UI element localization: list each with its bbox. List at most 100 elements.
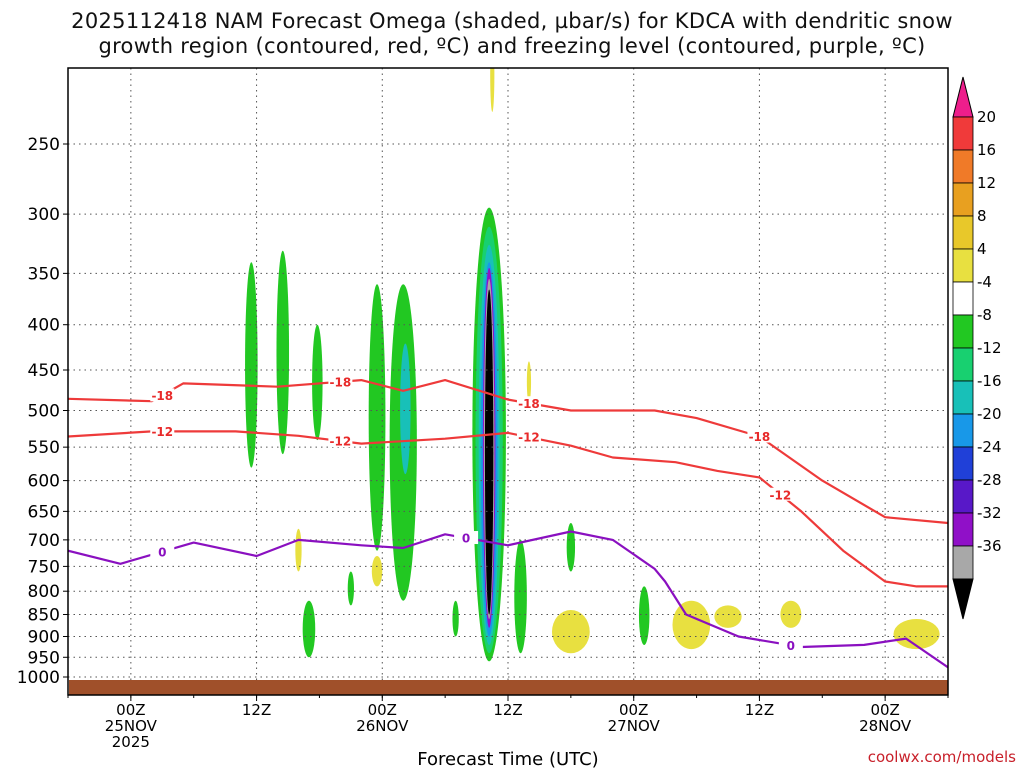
freezing-level-label-bg [150, 544, 175, 558]
pressure-tick-label: 800 [28, 582, 60, 602]
colorbar-swatch [952, 479, 974, 514]
dgz-minus18-contour [68, 379, 948, 525]
dgz-minus12-label: -12 [330, 435, 352, 449]
time-tick-label: 26NOV [356, 717, 409, 735]
colorbar-label: -24 [977, 438, 1002, 456]
omega-area [780, 600, 802, 628]
colorbar-label: 20 [977, 108, 996, 126]
omega-area [526, 361, 532, 403]
freezing-level-label: 0 [462, 532, 470, 546]
colorbar-label: -8 [977, 306, 992, 324]
dgz-minus18-label-bg [747, 429, 772, 443]
colorbar-swatch [952, 149, 974, 184]
dgz-minus12-label: -12 [518, 431, 540, 445]
omega-area [893, 619, 940, 650]
time-tick-label: 27NOV [608, 717, 661, 735]
colorbar-label: -16 [977, 372, 1002, 390]
colorbar-label: 8 [977, 207, 987, 225]
time-tick-label: 28NOV [859, 717, 912, 735]
colorbar-swatch [952, 116, 974, 151]
colorbar-label: -36 [977, 537, 1002, 555]
pressure-tick-label: 750 [28, 557, 60, 577]
pressure-tick-label: 900 [28, 627, 60, 647]
pressure-tick-label: 700 [28, 531, 60, 551]
colorbar-swatch [952, 215, 974, 250]
colorbar-label: 12 [977, 174, 996, 192]
colorbar-swatch [952, 248, 974, 283]
dgz-minus12-label: -12 [151, 425, 173, 439]
omega-area [368, 284, 386, 551]
omega-area [514, 539, 527, 654]
freezing-level-label-bg [778, 638, 803, 652]
omega-area [245, 262, 258, 468]
dgz-minus12-label: -12 [770, 488, 792, 502]
pressure-tick-label: 450 [28, 361, 60, 381]
time-tick-label: 00Z [870, 701, 899, 719]
colorbar-bottom-arrow [952, 578, 974, 620]
pressure-tick-label: 550 [28, 438, 60, 458]
omega-area [312, 324, 323, 441]
omega-area [400, 343, 411, 475]
colorbar-swatch [952, 380, 974, 415]
time-tick-label: 12Z [493, 701, 522, 719]
time-tick-label: 25NOV [105, 717, 158, 735]
dgz-minus12-label-bg [328, 434, 353, 448]
x-axis-title: Forecast Time (UTC) [417, 749, 598, 768]
credit-text[interactable]: coolwx.com/models [868, 748, 1016, 766]
freezing-level-label-bg [454, 531, 479, 545]
omega-area [371, 556, 383, 587]
colorbar-swatch [952, 545, 974, 580]
pressure-tick-label: 1000 [17, 668, 60, 688]
pressure-tick-label: 650 [28, 502, 60, 522]
colorbar-label: 16 [977, 141, 996, 159]
dgz-minus12-label-bg [150, 424, 175, 438]
omega-area [714, 605, 742, 628]
pressure-tick-label: 350 [28, 264, 60, 284]
colorbar-label: -32 [977, 504, 1002, 522]
freezing-level-label: 0 [787, 639, 795, 653]
dgz-minus12-label-bg [768, 487, 793, 501]
colorbar-label: 4 [977, 240, 987, 258]
omega-area [347, 571, 354, 606]
colorbar-swatch [952, 314, 974, 349]
time-tick-label: 00Z [619, 701, 648, 719]
dgz-minus18-label: -18 [749, 430, 771, 444]
colorbar-swatch [952, 413, 974, 448]
omega-area [276, 250, 290, 455]
time-tick-label: 2025 [112, 733, 150, 751]
omega-area [490, 68, 495, 112]
colorbar-label: -28 [977, 471, 1002, 489]
time-tick-label: 12Z [745, 701, 774, 719]
dgz-minus12-label-bg [516, 430, 541, 444]
time-tick-label: 00Z [368, 701, 397, 719]
dgz-minus18-label-bg [328, 374, 353, 388]
omega-area [452, 600, 459, 637]
terrain-ground [69, 680, 948, 695]
contours: -18 -18 -18 -18 -12 -12 -12 -12 0 0 0 [68, 374, 948, 669]
dgz-minus12-contour [68, 430, 948, 588]
pressure-tick-label: 600 [28, 472, 60, 492]
pressure-tick-label: 950 [28, 648, 60, 668]
pressure-axis: 2503003504004505005506006507007508008509… [17, 135, 68, 688]
omega-area [552, 609, 590, 654]
omega-area [295, 528, 302, 572]
omega-colorbar: 20 16 12 8 4 -4 -8 -12 -16 -20 -24 -28 -32 -36 [952, 76, 1002, 620]
colorbar-swatch [952, 347, 974, 382]
chart-title-line-2: growth region (contoured, red, ºC) and f… [98, 34, 926, 58]
time-tick-label: 00Z [116, 701, 145, 719]
dgz-minus18-label: -18 [330, 375, 352, 389]
omega-shading [245, 68, 940, 662]
pressure-tick-label: 250 [28, 135, 60, 155]
omega-area [672, 600, 711, 650]
grid-lines [68, 68, 948, 695]
colorbar-label: -20 [977, 405, 1002, 423]
dgz-minus18-label-bg [516, 396, 541, 410]
dgz-minus18-label: -18 [518, 397, 540, 411]
chart-title-line-1: 2025112418 NAM Forecast Omega (shaded, µ… [71, 9, 953, 33]
omega-area [638, 586, 650, 645]
time-tick-label: 12Z [242, 701, 271, 719]
pressure-tick-label: 850 [28, 606, 60, 626]
pressure-tick-label: 500 [28, 402, 60, 422]
colorbar-label: -12 [977, 339, 1002, 357]
